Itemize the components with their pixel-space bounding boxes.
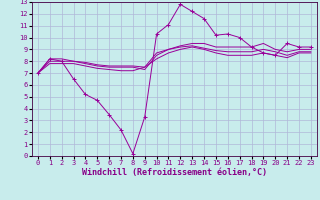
X-axis label: Windchill (Refroidissement éolien,°C): Windchill (Refroidissement éolien,°C) (82, 168, 267, 177)
